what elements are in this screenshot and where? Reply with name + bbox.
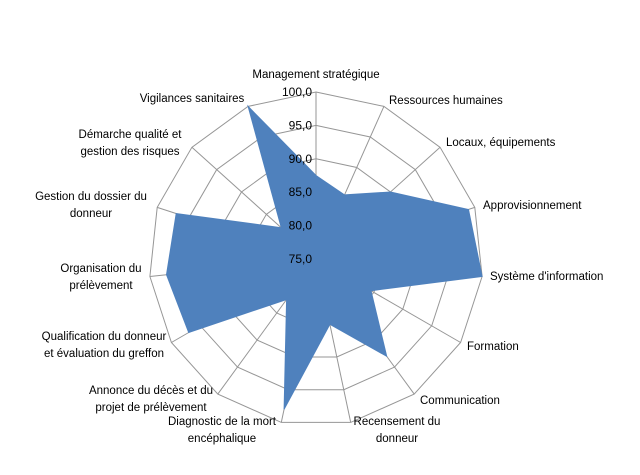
grid-ring-5 xyxy=(149,91,483,423)
category-label-14-line-2: gestion des risques xyxy=(80,146,179,158)
category-label-8-line-2: donneur xyxy=(376,433,418,445)
category-label-9-line-2: encéphalique xyxy=(188,433,256,445)
radar-series-area xyxy=(165,104,483,410)
tick-label-85-0: 85,0 xyxy=(289,185,313,199)
tick-label-80-0: 80,0 xyxy=(289,219,313,233)
tick-label-95-0: 95,0 xyxy=(289,118,313,132)
tick-label-90-0: 90,0 xyxy=(289,152,313,166)
series-polygon xyxy=(165,104,483,410)
category-label-6: Formation xyxy=(467,341,519,353)
tick-label-100-0: 100,0 xyxy=(282,85,312,99)
category-label-10-line-1: Annonce du décès et du xyxy=(89,385,213,397)
category-label-13-line-2: donneur xyxy=(70,208,112,220)
category-label-4: Approvisionnement xyxy=(483,200,582,212)
category-label-14-line-1: Démarche qualité et xyxy=(79,129,183,141)
category-label-7: Communication xyxy=(420,395,500,407)
category-label-12-line-2: prélèvement xyxy=(69,280,133,292)
category-label-15: Vigilances sanitaires xyxy=(140,93,245,105)
category-label-11-line-1: Qualification du donneur xyxy=(42,331,167,343)
category-label-10-line-2: projet de prélèvement xyxy=(95,402,207,414)
category-label-5: Système d'information xyxy=(490,271,603,283)
category-label-8-line-1: Recensement du xyxy=(354,416,441,428)
category-label-2: Ressources humaines xyxy=(389,95,503,107)
tick-label-75-0: 75,0 xyxy=(289,252,313,266)
category-label-13-line-1: Gestion du dossier du xyxy=(35,191,147,203)
grid-ring-4 xyxy=(182,124,450,391)
radial-axis-ticks: 75,0 80,0 85,0 90,0 95,0 100,0 xyxy=(282,85,312,266)
category-label-1: Management stratégique xyxy=(252,69,379,81)
category-label-3: Locaux, équipements xyxy=(446,137,556,149)
category-labels: Management stratégique Ressources humaine… xyxy=(35,69,603,445)
category-label-9-line-1: Diagnostic de la mort xyxy=(168,416,277,428)
category-label-12-line-1: Organisation du xyxy=(60,263,141,275)
category-label-11-line-2: et évaluation du greffon xyxy=(44,348,164,360)
